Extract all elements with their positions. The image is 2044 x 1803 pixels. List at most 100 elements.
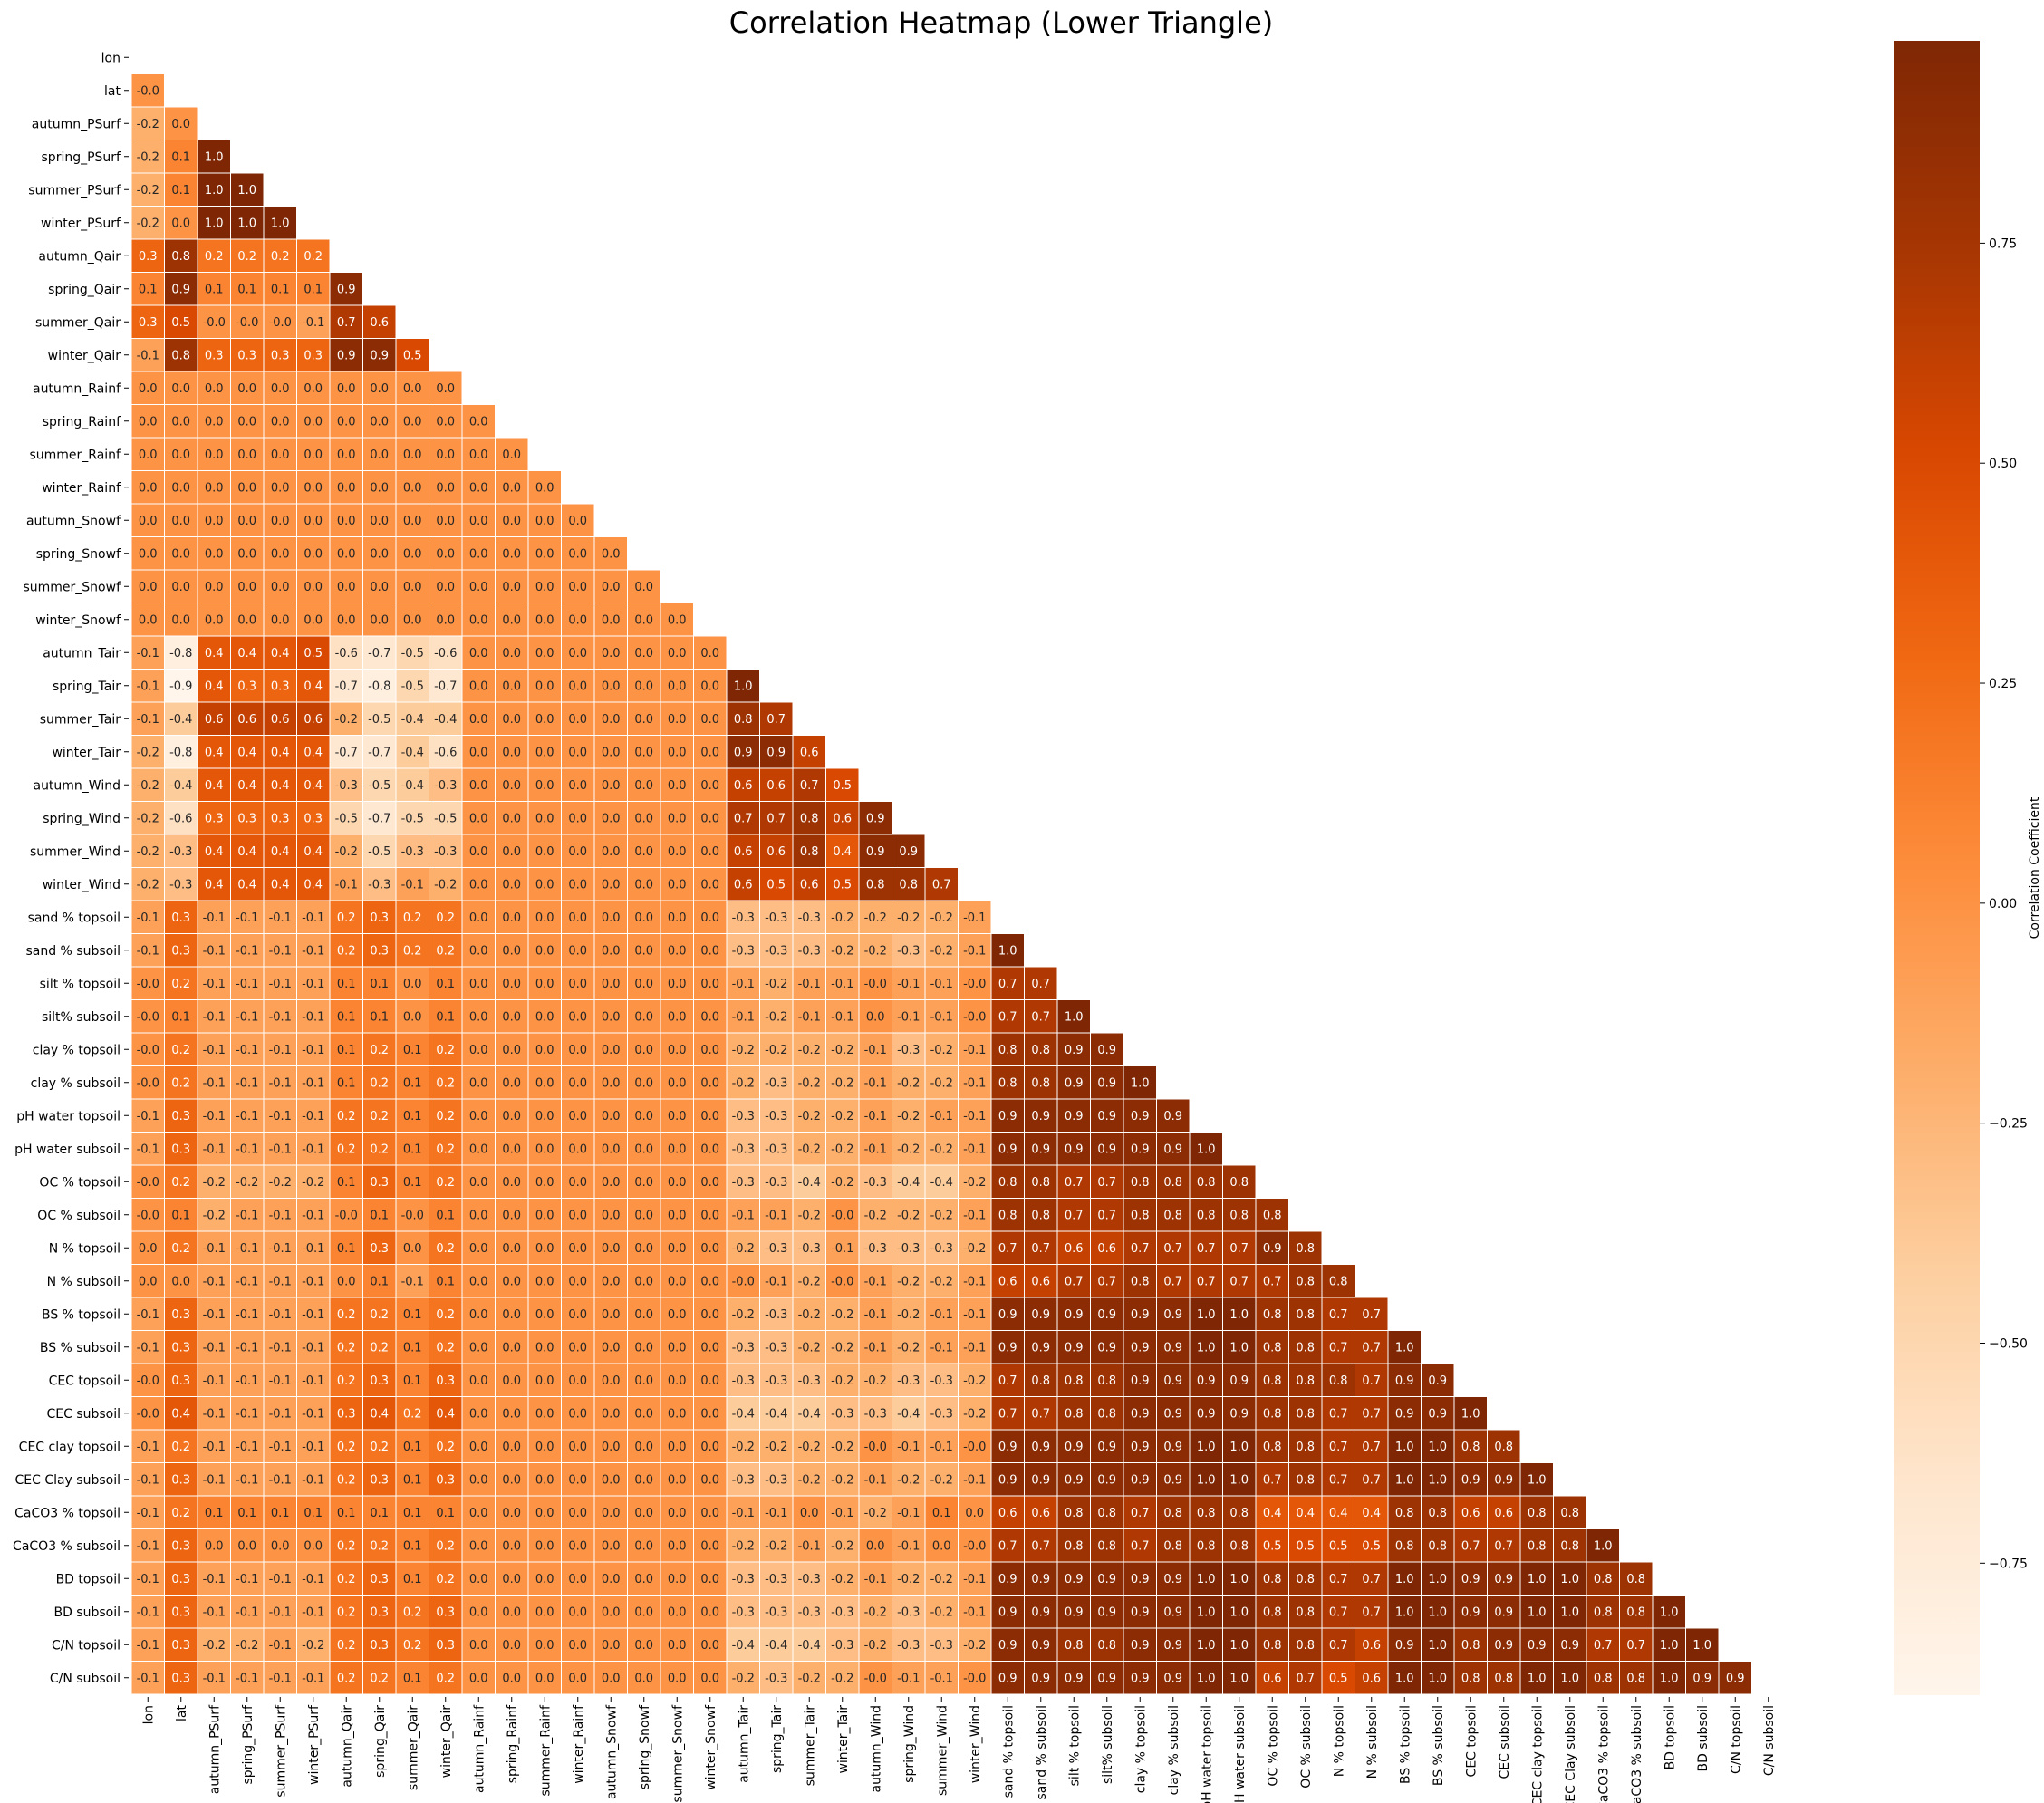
cell-value-label: 0.7 xyxy=(1296,1672,1315,1685)
cell-value-label: -0.3 xyxy=(732,1143,755,1156)
y-tick-label: lat xyxy=(104,84,121,99)
heatmap-cell xyxy=(660,735,694,769)
cell-value-label: 0.0 xyxy=(271,448,290,462)
cell-value-label: -0.4 xyxy=(765,1407,787,1421)
heatmap-cell xyxy=(130,304,165,339)
cell-value-label: -0.1 xyxy=(236,1010,258,1024)
cell-value-label: -0.1 xyxy=(137,944,159,958)
cell-value-label: -0.1 xyxy=(236,1341,258,1355)
cell-value-label: -0.2 xyxy=(765,1044,787,1057)
cell-value-label: -0.2 xyxy=(765,1441,787,1454)
heatmap-cell xyxy=(792,1098,826,1133)
cell-value-label: 0.0 xyxy=(502,713,521,727)
heatmap-cell xyxy=(164,999,198,1034)
cell-value-label: -0.1 xyxy=(236,1441,258,1454)
cell-value-label: 0.9 xyxy=(1131,1441,1150,1454)
cell-value-label: 0.0 xyxy=(668,1044,687,1057)
cell-value-label: 0.7 xyxy=(337,316,356,330)
cell-value-label: 0.9 xyxy=(1031,1143,1050,1156)
cell-value-label: 0.7 xyxy=(1263,1473,1282,1487)
cell-value-label: 0.4 xyxy=(304,746,323,759)
y-tick-label: C/N subsoil xyxy=(50,1672,121,1686)
cell-value-label: 0.0 xyxy=(700,1044,719,1057)
heatmap-cell xyxy=(693,701,728,736)
cell-value-label: -0.1 xyxy=(831,1242,853,1256)
cell-value-label: 0.0 xyxy=(337,382,356,396)
cell-value-label: 1.0 xyxy=(1528,1605,1547,1619)
cell-value-label: 0.9 xyxy=(1494,1473,1513,1487)
cell-value-label: 0.3 xyxy=(139,250,158,264)
heatmap-cell xyxy=(726,900,760,934)
cell-value-label: -0.2 xyxy=(798,1341,821,1355)
cell-value-label: 0.0 xyxy=(171,217,190,230)
cell-value-label: 0.8 xyxy=(1528,1539,1547,1553)
heatmap-cell xyxy=(230,767,265,802)
heatmap-cell xyxy=(958,1098,992,1133)
heatmap-cell xyxy=(990,933,1025,968)
cell-value-label: -0.3 xyxy=(434,779,457,793)
cell-value-label: 0.0 xyxy=(668,713,687,727)
cell-value-label: 0.0 xyxy=(271,515,290,528)
cell-value-label: -0.1 xyxy=(732,1209,755,1222)
heatmap-cell xyxy=(495,701,529,736)
heatmap-cell xyxy=(329,635,363,670)
heatmap-cell xyxy=(561,603,595,637)
cell-value-label: 0.0 xyxy=(700,1539,719,1553)
cell-value-label: 0.8 xyxy=(998,1044,1017,1057)
heatmap-cell xyxy=(627,1164,661,1199)
cell-value-label: 0.9 xyxy=(1065,1473,1084,1487)
heatmap-cell xyxy=(1056,1164,1091,1199)
heatmap-cell xyxy=(495,999,529,1034)
heatmap-cell xyxy=(197,867,231,902)
cell-value-label: -0.1 xyxy=(963,1143,986,1156)
cell-value-label: -0.2 xyxy=(732,1539,755,1553)
cell-value-label: 0.8 xyxy=(1031,1076,1050,1090)
cell-value-label: 0.7 xyxy=(1329,1441,1348,1454)
cell-value-label: 0.4 xyxy=(1263,1507,1282,1520)
x-tick-label: BD topsoil xyxy=(1663,1705,1677,1769)
heatmap-cell xyxy=(263,933,297,968)
cell-value-label: 0.0 xyxy=(602,944,621,958)
heatmap-cell xyxy=(1024,966,1058,1000)
cell-value-label: 0.0 xyxy=(602,1143,621,1156)
cell-value-label: -0.1 xyxy=(930,1010,953,1024)
y-tick-label: spring_Tair xyxy=(53,680,121,694)
cell-value-label: 0.9 xyxy=(1163,1441,1182,1454)
y-tick-label: silt % topsoil xyxy=(40,977,121,991)
heatmap-cell xyxy=(527,603,562,637)
cell-value-label: -0.1 xyxy=(137,1639,159,1653)
x-tick-label: autumn_Snowf xyxy=(604,1704,619,1799)
cell-value-label: -0.2 xyxy=(137,812,159,825)
cell-value-label: 0.0 xyxy=(700,746,719,759)
heatmap-cell xyxy=(296,371,331,405)
heatmap-cell xyxy=(429,669,463,703)
x-tick-label: CaCO3 % subsoil xyxy=(1630,1705,1644,1803)
heatmap-cell xyxy=(130,999,165,1034)
cell-value-label: 0.2 xyxy=(436,1143,455,1156)
heatmap-cell xyxy=(1056,1098,1091,1133)
cell-value-label: 0.0 xyxy=(469,1010,488,1024)
cell-value-label: -0.1 xyxy=(963,1209,986,1222)
cell-value-label: 1.0 xyxy=(205,184,224,198)
cell-value-label: 1.0 xyxy=(1395,1605,1414,1619)
heatmap-cell xyxy=(362,569,397,603)
cell-value-label: 0.8 xyxy=(1395,1507,1414,1520)
cell-value-label: 1.0 xyxy=(1229,1308,1249,1322)
x-tick-label: summer_Rainf xyxy=(538,1704,553,1797)
cell-value-label: 0.0 xyxy=(171,515,190,528)
cell-value-label: -0.1 xyxy=(137,1308,159,1322)
heatmap-cell xyxy=(230,701,265,736)
cell-value-label: -0.2 xyxy=(930,1275,953,1288)
cell-value-label: 0.3 xyxy=(171,1573,190,1586)
cell-value-label: 0.3 xyxy=(171,1341,190,1355)
heatmap-cell xyxy=(395,966,429,1000)
cell-value-label: 0.0 xyxy=(237,581,256,594)
cell-value-label: -0.0 xyxy=(864,1441,887,1454)
cell-value-label: 0.3 xyxy=(171,1539,190,1553)
cell-value-label: 0.7 xyxy=(998,1407,1017,1421)
cell-value-label: 0.0 xyxy=(469,746,488,759)
cell-value-label: 0.0 xyxy=(634,1573,653,1586)
cell-value-label: 0.0 xyxy=(403,1242,422,1256)
cell-value-label: -0.1 xyxy=(269,1341,292,1355)
y-tick-label: spring_Snowf xyxy=(36,547,121,562)
